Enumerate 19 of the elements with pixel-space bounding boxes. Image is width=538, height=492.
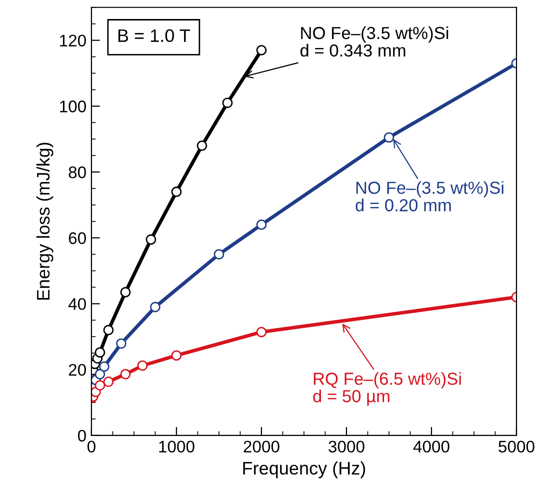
y-tick-label: 80 bbox=[68, 166, 86, 178]
annotation: NO Fe–(3.5 wt%)Si d = 0.343 mm bbox=[300, 26, 448, 57]
y-tick-label: 40 bbox=[68, 298, 86, 310]
x-tick-label: 0 bbox=[87, 440, 96, 453]
x-axis-title: Frequency (Hz) bbox=[243, 461, 366, 478]
annotation: RQ Fe–(6.5 wt%)Si d = 50 µm bbox=[313, 372, 461, 406]
x-tick-label: 1000 bbox=[159, 440, 194, 453]
annotation: NO Fe–(3.5 wt%)Si d = 0.20 mm bbox=[356, 181, 504, 212]
y-tick-label: 60 bbox=[68, 232, 86, 244]
y-tick-label: 100 bbox=[60, 100, 86, 112]
x-tick-label: 4000 bbox=[413, 440, 450, 453]
y-tick-label: 120 bbox=[60, 34, 86, 47]
annotation: B = 1.0 T bbox=[118, 29, 190, 42]
x-tick-label: 5000 bbox=[498, 440, 534, 453]
x-tick-label: 3000 bbox=[328, 440, 364, 453]
y-axis-title: Energy loss (mJ/kg) bbox=[36, 142, 54, 300]
y-tick-label: 0 bbox=[78, 430, 86, 442]
x-tick-label: 2000 bbox=[244, 440, 280, 453]
y-tick-label: 20 bbox=[68, 364, 86, 376]
